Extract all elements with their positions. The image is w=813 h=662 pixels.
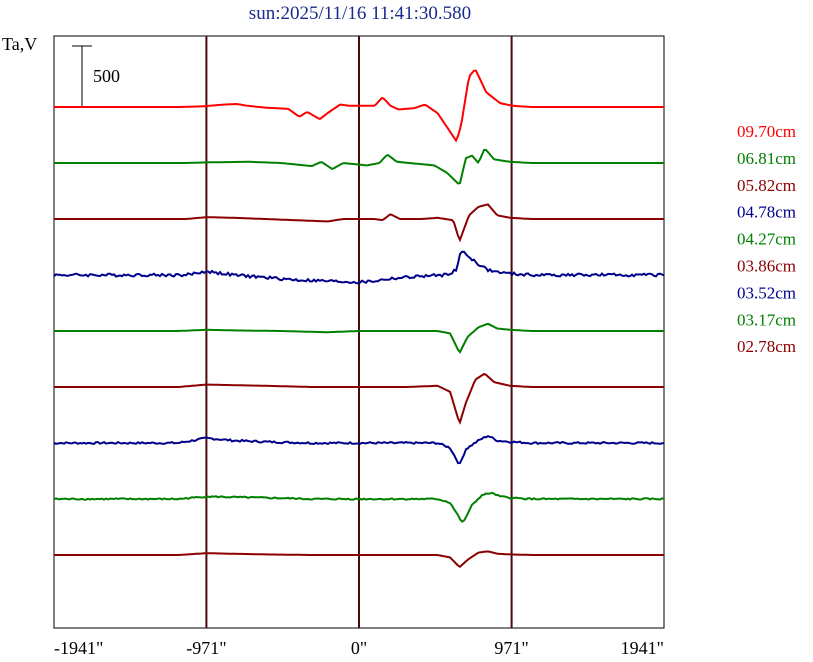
- legend-entry: 04.27cm: [737, 230, 796, 249]
- legend-entry: 09.70cm: [737, 122, 796, 141]
- x-tick-label: -1941": [54, 638, 103, 658]
- x-tick-labels: -1941" -971" 0" 971" 1941": [54, 638, 664, 658]
- series-line-02.78cm: [54, 550, 664, 569]
- series-line-06.81cm: [54, 148, 664, 185]
- legend-entry: 03.86cm: [737, 257, 796, 276]
- series-line-03.17cm: [53, 491, 665, 523]
- series-line-04.78cm: [53, 250, 665, 285]
- legend-entry: 04.78cm: [737, 203, 796, 222]
- x-tick-label: 1941": [621, 638, 664, 658]
- series-line-03.52cm: [53, 434, 664, 465]
- scale-bar-label: 500: [93, 66, 120, 86]
- legend-entry: 03.52cm: [737, 283, 796, 302]
- y-axis-label: Ta,V: [2, 34, 37, 54]
- legend: 09.70cm 06.81cm 05.82cm 04.78cm 04.27cm 03.86…: [737, 122, 796, 356]
- scale-bar: 500: [72, 45, 120, 108]
- series-line-09.70cm: [54, 69, 664, 143]
- legend-entry: 02.78cm: [737, 337, 796, 356]
- series-line-03.86cm: [54, 372, 664, 425]
- legend-entry: 05.82cm: [737, 176, 796, 195]
- series-line-04.27cm: [54, 322, 664, 354]
- series-line-05.82cm: [54, 203, 664, 243]
- x-tick-label: 0": [351, 638, 367, 658]
- x-tick-label: 971": [494, 638, 528, 658]
- series-lines: [53, 69, 665, 569]
- x-tick-label: -971": [186, 638, 226, 658]
- legend-entry: 03.17cm: [737, 310, 796, 329]
- legend-entry: 06.81cm: [737, 149, 796, 168]
- chart-title: sun:2025/11/16 11:41:30.580: [249, 3, 471, 24]
